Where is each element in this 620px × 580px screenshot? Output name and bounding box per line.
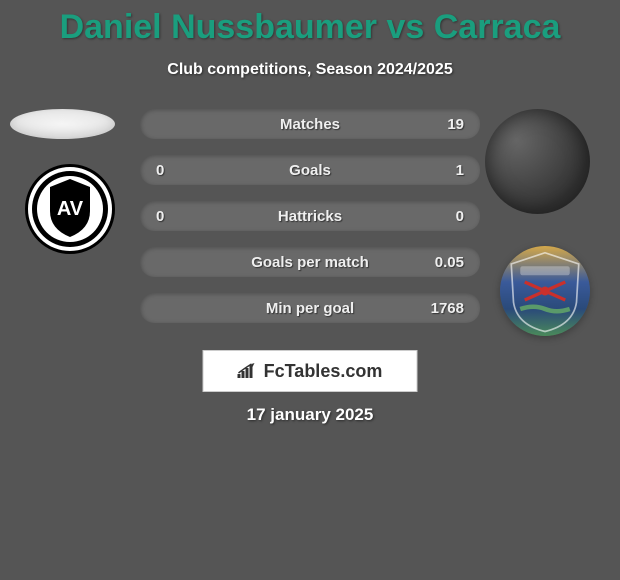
brand-box[interactable]: FcTables.com xyxy=(203,350,418,392)
comparison-content: AV Matches 19 0 Goals 1 0 Hattricks 0 xyxy=(0,109,620,349)
stat-left-value: 0 xyxy=(156,208,196,225)
stat-left-value: 0 xyxy=(156,162,196,179)
stat-right-value: 1 xyxy=(424,162,464,179)
stat-row: Matches 19 xyxy=(140,109,480,139)
stat-label: Goals xyxy=(196,162,424,179)
stat-right-value: 19 xyxy=(424,116,464,133)
svg-text:AV: AV xyxy=(57,198,84,220)
stat-right-value: 1768 xyxy=(424,300,464,317)
date-text: 17 january 2025 xyxy=(0,405,620,425)
page-title: Daniel Nussbaumer vs Carraca xyxy=(0,0,620,47)
stat-label: Matches xyxy=(196,116,424,133)
stat-label: Min per goal xyxy=(196,300,424,317)
stat-row: Goals per match 0.05 xyxy=(140,247,480,277)
page-subtitle: Club competitions, Season 2024/2025 xyxy=(0,47,620,79)
club-left-badge-icon: AV xyxy=(30,169,110,249)
club-left-badge: AV xyxy=(25,164,115,254)
stat-right-value: 0 xyxy=(424,208,464,225)
player-right-avatar xyxy=(485,109,590,214)
club-right-badge xyxy=(500,246,590,336)
stat-row: 0 Hattricks 0 xyxy=(140,201,480,231)
club-right-badge-icon xyxy=(500,246,590,336)
stat-right-value: 0.05 xyxy=(424,254,464,271)
stats-table: Matches 19 0 Goals 1 0 Hattricks 0 Goals… xyxy=(140,109,480,339)
player-left-avatar xyxy=(10,109,115,139)
bar-chart-icon xyxy=(238,362,260,380)
stat-label: Hattricks xyxy=(196,208,424,225)
stat-row: 0 Goals 1 xyxy=(140,155,480,185)
stat-row: Min per goal 1768 xyxy=(140,293,480,323)
brand-text: FcTables.com xyxy=(264,361,383,382)
stat-label: Goals per match xyxy=(196,254,424,271)
